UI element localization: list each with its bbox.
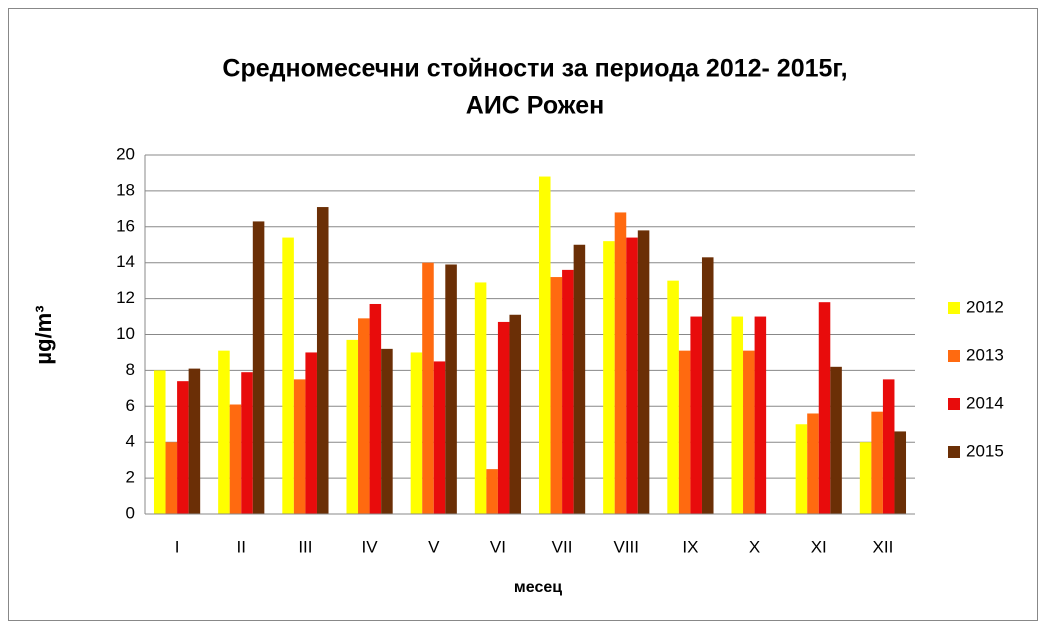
legend-label: 2015 [966,441,1004,460]
bar [538,176,551,515]
y-tick-label: 18 [116,180,135,199]
y-tick-label: 16 [116,216,135,235]
y-tick-label: 10 [116,324,135,343]
y-tick-label: 0 [126,503,135,522]
bar [305,352,317,514]
x-tick-label: VII [552,537,573,556]
legend-swatch [948,398,960,410]
bar [626,237,638,514]
bar [229,404,242,514]
bar [509,314,522,514]
chart-border [8,8,1038,621]
bar [241,372,253,514]
legend-label: 2014 [966,393,1004,412]
bar [754,316,767,514]
bar [188,368,201,514]
bar [358,318,370,514]
x-tick-label: IV [362,537,379,556]
x-tick-label: IX [682,537,698,556]
bar [562,269,574,514]
legend-label: 2012 [966,297,1004,316]
bar [678,350,691,514]
bar [316,207,329,514]
bar [614,212,627,514]
bar [871,411,883,514]
y-tick-label: 4 [126,432,135,451]
bar [177,381,189,514]
y-tick-label: 20 [116,144,135,163]
bar [807,413,819,514]
legend-label: 2013 [966,345,1004,364]
x-tick-label: III [298,537,312,556]
bar [346,339,359,514]
bar [894,431,907,514]
bar [252,221,265,515]
y-tick-label: 12 [116,288,135,307]
bar [667,280,679,514]
x-tick-label: I [175,537,180,556]
bar [550,277,563,514]
bar [410,352,423,514]
legend-swatch [948,350,960,362]
x-axis-label: месец [514,579,562,596]
bar [830,366,842,514]
y-tick-label: 2 [126,468,135,487]
bar [433,361,446,514]
x-tick-label: V [428,537,440,556]
x-tick-label: XI [811,537,827,556]
bar [795,424,808,514]
bar [293,379,306,514]
bar [369,303,382,514]
x-tick-label: VIII [613,537,639,556]
legend-swatch [948,446,960,458]
chart-title: Средномесечни стойности за периода 2012-… [222,55,847,83]
y-tick-label: 14 [116,252,135,271]
bar [165,442,178,514]
legend-swatch [948,302,960,314]
bar [422,262,434,514]
bar [282,237,294,514]
chart-title: АИС Рожен [466,92,604,120]
x-tick-label: X [749,537,760,556]
x-tick-label: II [237,537,246,556]
bar [859,442,872,514]
bar [701,257,714,514]
bar [731,316,744,514]
bar [218,350,230,514]
bar [690,316,702,514]
bar [381,348,393,514]
bar [637,230,650,514]
bar [474,282,487,514]
bar [497,321,510,514]
bar [573,244,586,514]
bar [445,264,457,514]
x-tick-label: XII [873,537,894,556]
bar [818,302,831,514]
x-tick-label: VI [490,537,506,556]
bar [153,370,166,514]
bar [486,469,498,514]
y-axis-label: µg/m³ [31,305,56,364]
bar [882,379,895,514]
bar [603,241,615,514]
y-tick-label: 6 [126,396,135,415]
bar [743,350,755,514]
y-tick-label: 8 [126,360,135,379]
